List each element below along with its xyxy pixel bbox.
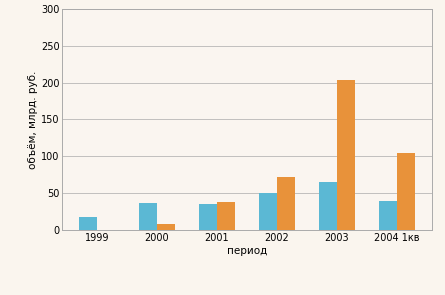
Bar xyxy=(157,224,175,230)
Bar xyxy=(319,182,337,230)
X-axis label: период: период xyxy=(227,246,267,256)
Bar xyxy=(139,203,157,230)
Y-axis label: объём, млрд. руб.: объём, млрд. руб. xyxy=(28,70,38,169)
Bar xyxy=(277,177,295,230)
Bar xyxy=(79,217,97,230)
Bar xyxy=(199,204,217,230)
Bar xyxy=(217,202,235,230)
Bar xyxy=(337,80,355,230)
Bar xyxy=(397,153,415,230)
Bar xyxy=(259,193,277,230)
Bar xyxy=(379,201,397,230)
